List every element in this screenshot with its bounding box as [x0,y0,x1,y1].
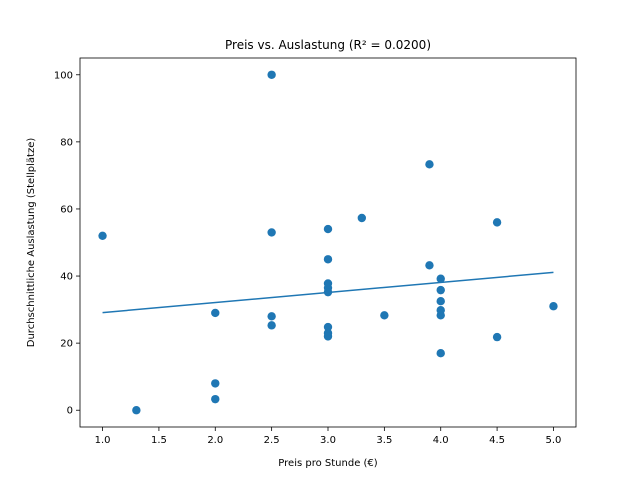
chart-title: Preis vs. Auslastung (R² = 0.0200) [225,38,431,52]
data-point [323,287,333,297]
data-point [323,322,333,332]
data-point [267,312,276,321]
data-point [436,297,445,306]
x-tick-label: 3.0 [320,435,336,446]
data-point [549,302,558,311]
data-point [380,311,389,320]
points-layer [98,70,558,415]
data-point [436,311,445,320]
data-point [98,231,107,240]
data-point [425,160,434,169]
data-point [211,394,220,404]
x-tick-label: 2.0 [207,435,223,446]
data-point [436,274,445,283]
y-tick-label: 100 [54,70,73,81]
data-point [211,308,220,318]
x-axis-label: Preis pro Stunde (€) [278,458,377,469]
y-tick-label: 60 [60,204,73,215]
data-point [267,70,276,79]
x-tick-label: 4.5 [489,435,505,446]
x-tick-label: 1.0 [95,435,111,446]
data-point [323,332,333,341]
x-axis-ticks: 1.0 1.5 2.0 2.5 3.0 3.5 4.0 4.5 5.0 [95,427,562,446]
data-point [323,224,333,234]
y-axis-ticks: 0 20 40 60 80 100 [54,70,80,417]
data-point [267,228,276,237]
y-tick-label: 20 [60,339,73,350]
data-point [492,332,502,342]
data-point [436,349,445,358]
data-point [323,255,333,264]
x-tick-label: 5.0 [546,435,562,446]
data-point [132,406,141,415]
plot-area [80,58,576,427]
data-point [492,218,502,227]
x-tick-label: 1.5 [151,435,167,446]
x-tick-label: 3.5 [376,435,392,446]
x-tick-label: 2.5 [264,435,280,446]
data-point [211,379,220,388]
data-point [436,285,445,295]
data-point [357,213,367,223]
data-point [267,321,276,330]
y-tick-label: 80 [60,137,73,148]
y-tick-label: 40 [60,272,73,283]
x-tick-label: 4.0 [433,435,449,446]
y-tick-label: 0 [67,406,73,417]
y-axis-label: Durchschnittliche Auslastung (Stellplätz… [26,138,37,348]
data-point [425,261,434,270]
